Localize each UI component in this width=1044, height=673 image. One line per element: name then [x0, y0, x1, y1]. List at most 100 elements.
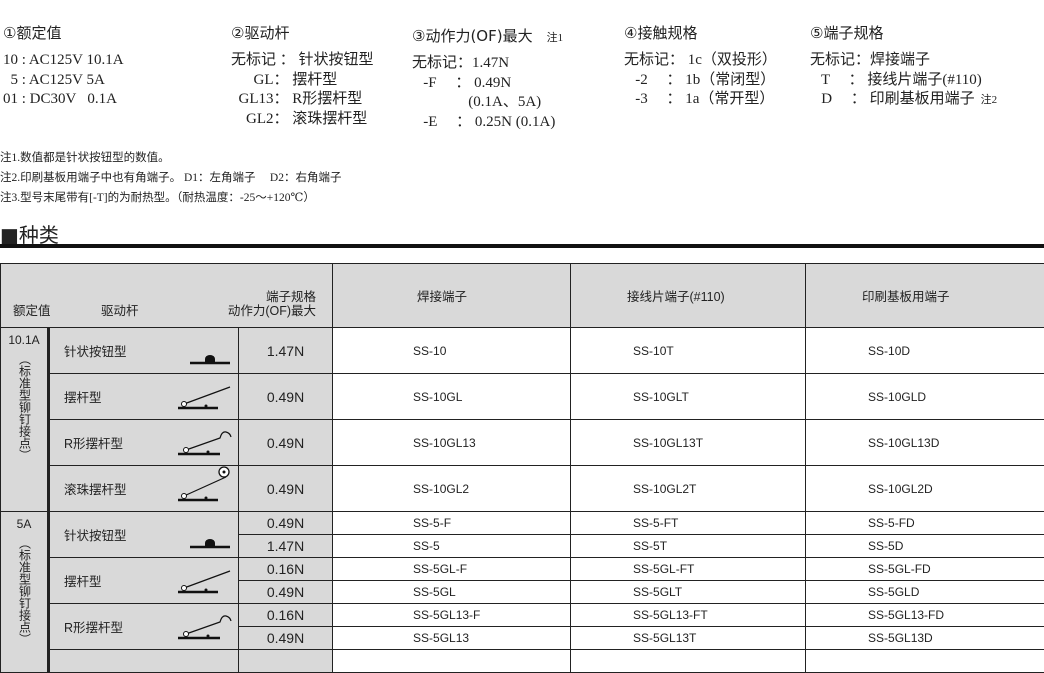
model-tab: SS-5-FT [571, 512, 806, 535]
actuator-name: 针状按钮型 [64, 345, 127, 359]
note-3: 注3.型号末尾带有[-T]的为耐热型。（耐热温度：-25～+120℃） [0, 188, 341, 208]
force-cell: 0.49N [239, 466, 333, 512]
legend-force: ③动作力(OF)最大 注1 无标记：1.47N -F ： 0.49N (0.1A、5… [412, 25, 563, 132]
legend-contact-line: -3 ： 1a（常开型） [624, 90, 777, 110]
rating-value: 10.1A [8, 333, 39, 347]
model-pcb: SS-10GL13D [806, 420, 1044, 466]
actuator-name: 针状按钮型 [64, 529, 127, 543]
model-tab: SS-10GL2T [571, 466, 806, 512]
force-cell: 0.49N [239, 374, 333, 420]
legend-rating-title: ①额定值 [3, 24, 61, 42]
model-pcb: SS-5GL-FD [806, 558, 1044, 581]
note-1: 注1.数值都是针状按钮型的数值。 [0, 148, 341, 168]
legend-actuator-title: ②驱动杆 [231, 24, 289, 42]
force-cell: 0.49N [239, 627, 333, 650]
legend-force-line: (0.1A、5A) [412, 93, 563, 113]
force-cell: 0.49N [239, 420, 333, 466]
legend-force-line: 无标记：1.47N [412, 54, 563, 74]
legend-rating-line: 5 : AC125V 5A [3, 71, 124, 91]
model-tab: SS-5GLT [571, 581, 806, 604]
model-pcb: SS-10D [806, 328, 1044, 374]
note-2: 注2.印刷基板用端子中也有角端子。 D1：左角端子 D2：右角端子 [0, 168, 341, 188]
actuator-cell: 摆杆型 [49, 374, 239, 420]
model-tab: SS-5GL13-FT [571, 604, 806, 627]
model-solder: SS-10GL [333, 374, 571, 420]
model-pcb: SS-5D [806, 535, 1044, 558]
actuator-name: 摆杆型 [64, 391, 102, 405]
model-tab: SS-5GL-FT [571, 558, 806, 581]
model-tab: SS-10GLT [571, 374, 806, 420]
model-solder: SS-5GL-F [333, 558, 571, 581]
model-solder: SS-5GL13 [333, 627, 571, 650]
legend-terminal-note: 注2 [981, 94, 998, 106]
model-pcb: SS-5GL13D [806, 627, 1044, 650]
model-pcb: SS-5GL13-FD [806, 604, 1044, 627]
header-actuator: 驱动杆 [101, 300, 139, 319]
legend-actuator-line: 无标记 ： 针状按钮型 [231, 51, 374, 71]
actuator-name: 滚珠摆杆型 [64, 483, 127, 497]
actuator-cell: R形摆杆型 [49, 420, 239, 466]
legend-terminal-line: T ： 接线片端子(#110) [810, 71, 997, 91]
header-force: 动作力(OF)最大 [228, 300, 316, 319]
legend-force-line: -F ： 0.49N [412, 74, 563, 94]
legend-force-line: -E ： 0.25N (0.1A) [412, 113, 563, 133]
notes: 注1.数值都是针状按钮型的数值。 注2.印刷基板用端子中也有角端子。 D1：左角… [0, 148, 341, 208]
legend-force-title: ③动作力(OF)最大 [412, 27, 533, 45]
product-table: 额定值 驱动杆 端子规格 动作力(OF)最大 焊接端子 接线片端子(#110) … [0, 263, 1044, 673]
actuator-cell: 针状按钮型 [49, 512, 239, 558]
model-pcb: SS-5GLD [806, 581, 1044, 604]
legend-terminal: ⑤端子规格无标记：焊接端子 T ： 接线片端子(#110) D ： 印刷基板用端… [810, 22, 997, 111]
rating-note: （标准型铆钉接点） [18, 537, 31, 645]
model-solder: SS-10 [333, 328, 571, 374]
model-pcb: SS-5-FD [806, 512, 1044, 535]
legend-actuator-line: GL2： 滚珠摆杆型 [231, 110, 374, 130]
model-tab: SS-10T [571, 328, 806, 374]
legend-actuator-line: GL13： R形摆杆型 [231, 90, 374, 110]
legend-force-note: 注1 [547, 32, 564, 44]
legend-terminal-line: D ： 印刷基板用端子注2 [810, 90, 997, 111]
actuator-name: 摆杆型 [64, 575, 102, 589]
legend-terminal-line: 无标记：焊接端子 [810, 51, 997, 71]
model-solder: SS-10GL13 [333, 420, 571, 466]
model-tab: SS-5T [571, 535, 806, 558]
legend-actuator: ②驱动杆无标记 ： 针状按钮型 GL： 摆杆型 GL13： R形摆杆型 GL2：… [231, 22, 374, 129]
actuator-name: R形摆杆型 [64, 621, 123, 635]
force-cell: 1.47N [239, 535, 333, 558]
rating-cell: 5A （标准型铆钉接点） [1, 512, 49, 673]
header-solder: 焊接端子 [333, 264, 571, 328]
model-tab: SS-10GL13T [571, 420, 806, 466]
model-pcb: SS-10GLD [806, 374, 1044, 420]
legend-actuator-line: GL： 摆杆型 [231, 71, 374, 91]
actuator-cell: 滚珠摆杆型 [49, 466, 239, 512]
legend-contact: ④接触规格无标记： 1c（双投形） -2 ： 1b（常闭型） -3 ： 1a（常… [624, 22, 777, 110]
force-cell: 0.49N [239, 581, 333, 604]
model-solder: SS-5 [333, 535, 571, 558]
header-pcb: 印刷基板用端子 [806, 264, 1044, 328]
force-cell: 0.16N [239, 558, 333, 581]
actuator-cell: 针状按钮型 [49, 328, 239, 374]
actuator-name: R形摆杆型 [64, 437, 123, 451]
section-divider [0, 244, 1044, 248]
model-solder: SS-10GL2 [333, 466, 571, 512]
force-cell: 0.49N [239, 512, 333, 535]
header-tab: 接线片端子(#110) [571, 264, 806, 328]
legend-contact-line: -2 ： 1b（常闭型） [624, 71, 777, 91]
actuator-cell: 摆杆型 [49, 558, 239, 604]
rating-value: 5A [17, 517, 32, 531]
rating-cell: 10.1A （标准型铆钉接点） [1, 328, 49, 512]
model-tab: SS-5GL13T [571, 627, 806, 650]
table-header-row: 额定值 驱动杆 端子规格 动作力(OF)最大 焊接端子 接线片端子(#110) … [1, 264, 1044, 328]
force-cell: 0.16N [239, 604, 333, 627]
model-solder: SS-5-F [333, 512, 571, 535]
header-left: 额定值 驱动杆 端子规格 动作力(OF)最大 [1, 264, 333, 328]
legend-contact-line: 无标记： 1c（双投形） [624, 51, 777, 71]
rating-note: （标准型铆钉接点） [18, 353, 31, 461]
